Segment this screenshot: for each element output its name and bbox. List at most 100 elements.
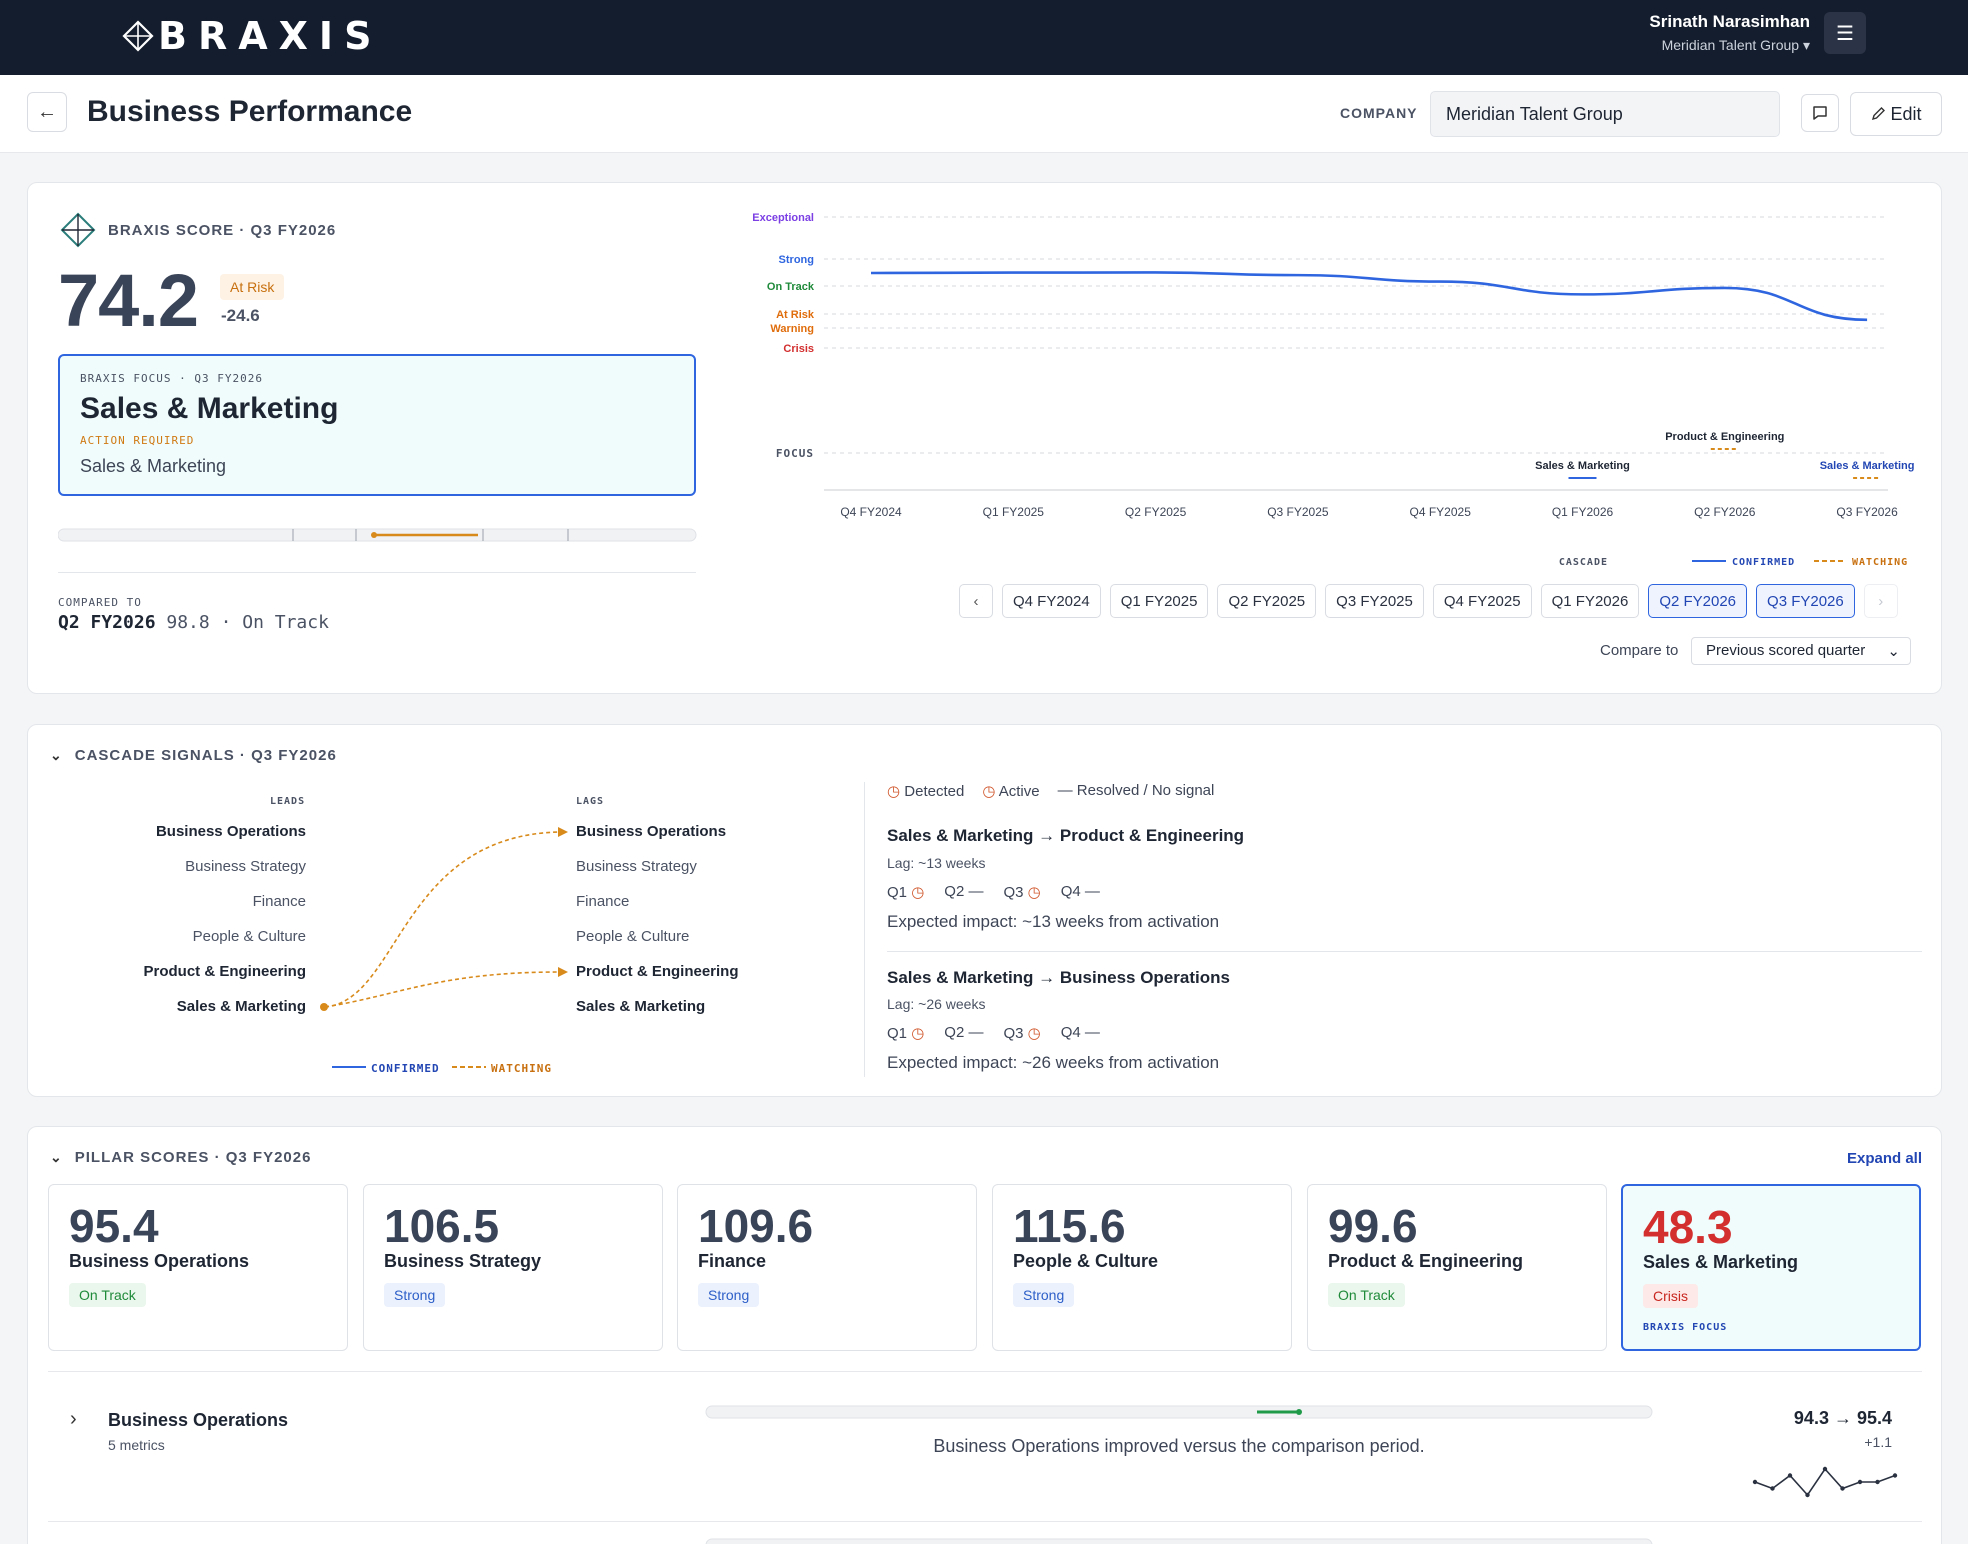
pillar-score: 115.6	[1013, 1200, 1126, 1252]
cascade-heading: CASCADE SIGNALS · Q3 FY2026	[74, 747, 337, 764]
detail-sparkline	[1752, 1466, 1898, 1498]
status-badge: Strong	[1013, 1283, 1075, 1307]
pillar-card[interactable]: 95.4 Business Operations On Track	[48, 1184, 348, 1351]
hamburger-menu-button[interactable]: ☰	[1824, 12, 1866, 54]
signal-legend: ◷ Detected ◷ Active — Resolved / No sign…	[887, 782, 1214, 800]
x-tick-label: Q1 FY2026	[1552, 505, 1614, 519]
focus-row-label: FOCUS	[776, 447, 814, 460]
status-badge: On Track	[1328, 1283, 1405, 1307]
pillar-heading: PILLAR SCORES · Q3 FY2026	[74, 1149, 312, 1166]
compared-to-label: COMPARED TO	[58, 596, 142, 609]
company-field[interactable]: Meridian Talent Group	[1430, 91, 1780, 137]
detail-progress-track	[705, 1405, 1653, 1419]
quarter-button-selected[interactable]: Q3 FY2026	[1756, 584, 1855, 618]
signal-title[interactable]: Sales & Marketing → Business Operations	[887, 968, 1230, 987]
comments-button[interactable]	[1801, 94, 1839, 132]
legend-resolved: — Resolved / No signal	[1057, 782, 1215, 799]
sparkline-point	[1857, 1479, 1863, 1485]
quarter-button[interactable]: Q1 FY2026	[1540, 584, 1640, 618]
detail-score-change: 94.3 → 95.4	[1793, 1408, 1892, 1428]
pillar-name: Product & Engineering	[1328, 1251, 1524, 1271]
pillar-card[interactable]: 115.6 People & Culture Strong	[992, 1184, 1292, 1351]
signal-title[interactable]: Sales & Marketing → Product & Engineerin…	[887, 826, 1245, 845]
band-label: Crisis	[783, 343, 814, 355]
expand-all-link[interactable]: Expand all	[1847, 1150, 1923, 1167]
band-label: On Track	[767, 281, 815, 293]
quarter-label: Q3	[1003, 1025, 1024, 1042]
pillar-card[interactable]: 106.5 Business Strategy Strong	[363, 1184, 663, 1351]
lag-pillar: Sales & Marketing	[576, 998, 706, 1015]
score-heading: BRAXIS SCORE · Q3 FY2026	[60, 212, 336, 248]
signal-quarters: Q1 ◷ Q2 — Q3 ◷ Q4 —	[887, 1024, 1100, 1042]
status-badge: Crisis	[1643, 1284, 1698, 1308]
compare-to-label: Compare to	[1600, 642, 1679, 659]
band-label: At Risk	[776, 309, 815, 321]
quarter-button[interactable]: Q3 FY2025	[1325, 584, 1424, 618]
pencil-icon	[1872, 107, 1886, 121]
pillar-score: 48.3	[1643, 1201, 1733, 1253]
detail-summary: Business Operations improved versus the …	[933, 1436, 1425, 1456]
compare-to-value: Previous scored quarter	[1706, 642, 1866, 659]
pillar-card[interactable]: 99.6 Product & Engineering On Track	[1307, 1184, 1607, 1351]
confirmed-legend-swatch	[332, 1066, 366, 1068]
confirmed-legend-label: CONFIRMED	[371, 1062, 440, 1075]
focus-title: Sales & Marketing	[80, 392, 339, 425]
edit-button[interactable]: Edit	[1850, 92, 1942, 136]
braxis-score-value: 74.2	[58, 259, 199, 342]
pillar-name: Business Operations	[69, 1251, 250, 1271]
lead-pillar: Sales & Marketing	[176, 998, 306, 1015]
quarter-button[interactable]: Q4 FY2024	[1002, 584, 1101, 618]
edit-label: Edit	[1890, 103, 1922, 124]
arrow-left-icon: ←	[37, 100, 57, 123]
chevron-right-icon: ›	[70, 1408, 77, 1430]
braxis-focus-box[interactable]: BRAXIS FOCUS · Q3 FY2026 Sales & Marketi…	[58, 354, 696, 496]
x-tick-label: Q4 FY2025	[1410, 505, 1472, 519]
sparkline-point	[1752, 1479, 1758, 1485]
brand-logo[interactable]: BRAXIS	[122, 14, 382, 58]
quarter-next-button[interactable]: ›	[1863, 584, 1898, 618]
x-tick-label: Q3 FY2025	[1267, 505, 1329, 519]
quarter-button[interactable]: Q1 FY2025	[1109, 584, 1209, 618]
pillar-card[interactable]: 109.6 Finance Strong	[677, 1184, 977, 1351]
quarter-button[interactable]: Q4 FY2025	[1432, 584, 1532, 618]
chevron-left-icon: ‹	[973, 592, 979, 610]
user-account-switcher[interactable]: Srinath Narasimhan Meridian Talent Group…	[1649, 12, 1810, 54]
chevron-down-icon: ⌄	[50, 1149, 63, 1165]
lead-pillar: Business Strategy	[185, 858, 306, 875]
quarter-button[interactable]: Q2 FY2025	[1217, 584, 1317, 618]
lag-pillar: Finance	[576, 893, 630, 910]
signal-quarter: Q3 ◷	[1003, 1024, 1040, 1042]
pillar-section-toggle[interactable]: ⌄ PILLAR SCORES · Q3 FY2026	[50, 1149, 311, 1166]
signal-quarter: Q3 ◷	[1003, 883, 1040, 901]
alarm-icon: ◷	[982, 783, 996, 800]
quarter-label: Q1	[887, 1025, 908, 1042]
legend-active: ◷ Active	[982, 782, 1039, 800]
signal-quarter: Q4 —	[1060, 883, 1100, 900]
leads-label: LEADS	[270, 796, 306, 807]
comparison-detail: 98.8 · On Track	[155, 612, 329, 633]
cascade-section-toggle[interactable]: ⌄ CASCADE SIGNALS · Q3 FY2026	[50, 747, 337, 764]
legend-detected: ◷ Detected	[887, 782, 964, 800]
lead-pillar: Product & Engineering	[143, 963, 306, 980]
divider	[48, 1521, 1922, 1522]
lead-pillar: People & Culture	[192, 928, 306, 945]
chat-bubble-icon	[1813, 106, 1827, 120]
pillar-name: Business Strategy	[384, 1251, 542, 1271]
clock-icon: ◷	[887, 783, 901, 800]
lag-pillar: Product & Engineering	[576, 963, 739, 980]
focus-subtitle: Sales & Marketing	[80, 456, 227, 476]
score-band-track	[58, 528, 697, 542]
status-badge: Strong	[698, 1283, 760, 1307]
compare-to-select[interactable]: Previous scored quarter ⌄	[1691, 637, 1911, 665]
company-label: COMPANY	[1340, 105, 1418, 121]
x-tick-label: Q2 FY2025	[1125, 505, 1187, 519]
quarter-button-selected[interactable]: Q2 FY2026	[1648, 584, 1748, 618]
pillar-card-focus[interactable]: 48.3 Sales & Marketing Crisis BRAXIS FOC…	[1621, 1184, 1921, 1351]
signal-quarter: Q2 —	[944, 1024, 984, 1041]
pillar-detail-row[interactable]: › Business Operations 5 metrics Business…	[48, 1372, 1922, 1520]
braxis-mark-icon	[60, 212, 96, 248]
quarter-prev-button[interactable]: ‹	[959, 584, 993, 618]
back-button[interactable]: ←	[27, 92, 67, 132]
status-badge: On Track	[69, 1283, 146, 1307]
sparkline-path	[1754, 1467, 1896, 1497]
